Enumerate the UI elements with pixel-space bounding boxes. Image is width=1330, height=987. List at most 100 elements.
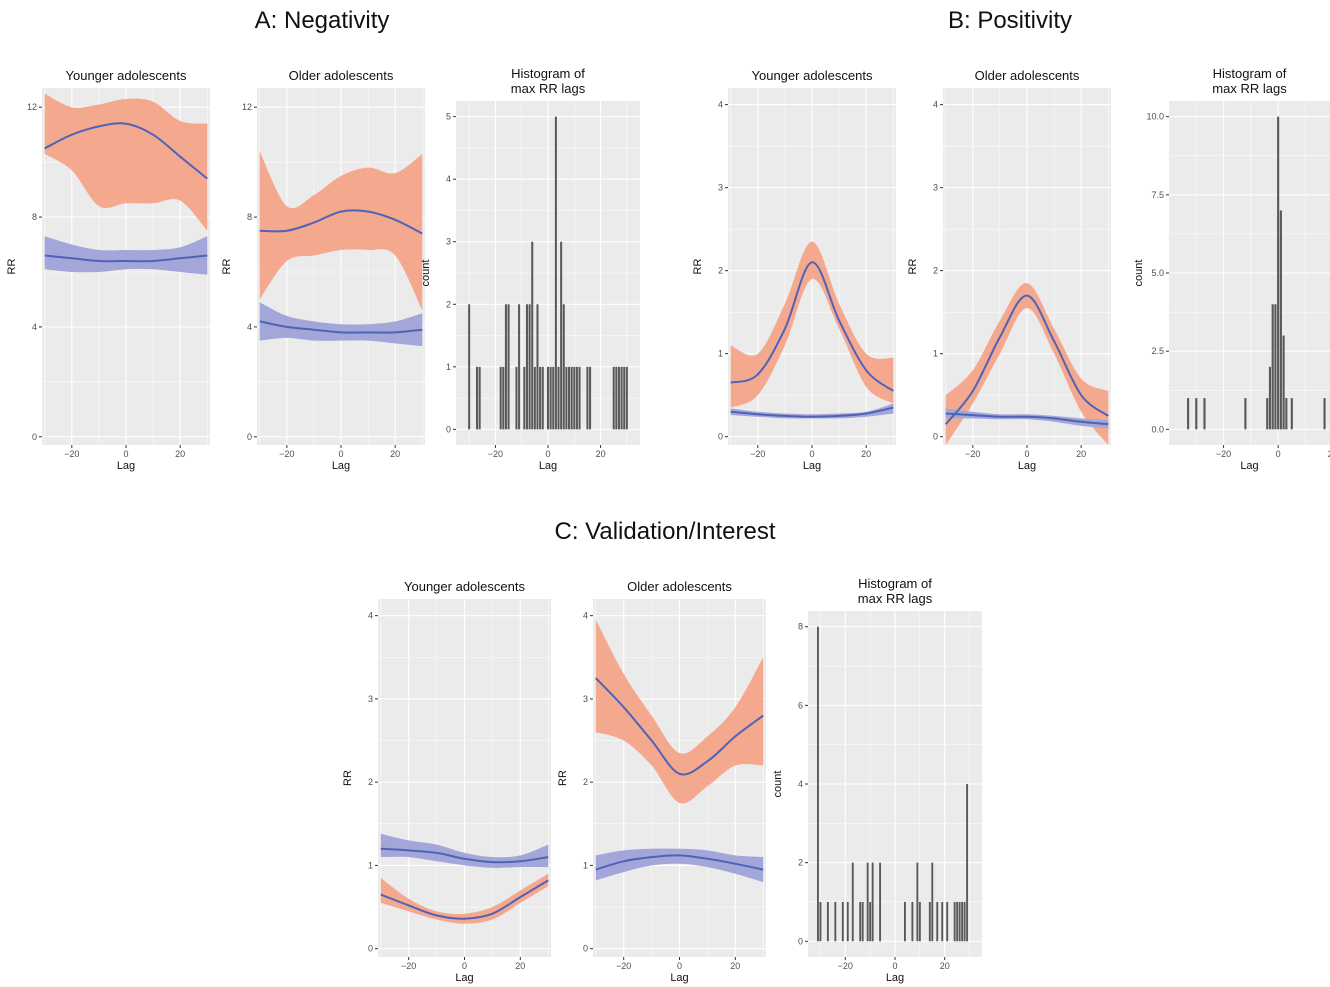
y-tick-label: 3 [718,183,723,193]
histogram-bar [499,366,502,430]
histogram-bar [1290,398,1293,430]
y-tick-label: 3 [446,237,451,247]
histogram-bar [1323,398,1326,430]
panel-2: −20 0 20 0 1 2 3 4 5 Lag count Histogram of max RR l… [420,66,640,472]
y-tick-label: 3 [933,183,938,193]
x-axis-label: Lag [886,972,904,984]
x-tick-label: 0 [338,449,343,459]
histogram-bar [565,366,568,430]
panel-7: −20 0 20 0 1 2 3 4 Lag RR Older adolescents [557,579,766,984]
histogram-bar [928,901,931,942]
histogram-bar [1271,304,1274,430]
histogram-bar [617,366,620,430]
panel-title-line: max RR lags [1212,81,1287,96]
y-tick-label: 8 [247,212,252,222]
x-tick-label: 0 [892,961,897,971]
y-tick-label: 2 [798,858,803,868]
y-tick-label: 1 [368,860,373,870]
histogram-bar [625,366,628,430]
panel-title: Histogram of max RR lags [858,576,933,606]
red-confidence-band [945,283,1109,445]
section-title-negativity: A: Negativity [255,7,390,34]
histogram-bar [525,304,528,430]
histogram-bar [589,366,592,430]
histogram-bar [575,366,578,430]
histogram-bar [1274,304,1277,430]
red-fit-line [380,879,549,920]
histogram-bar [916,862,919,942]
red-confidence-band [730,241,894,408]
panel-title-line: max RR lags [858,591,933,606]
panel-title: Younger adolescents [66,68,187,83]
panel-title: Histogram of max RR lags [1212,66,1287,96]
x-tick-label: 0 [123,449,128,459]
x-tick-label: 20 [175,449,185,459]
y-tick-label: 5 [446,112,451,122]
x-tick-label: 20 [861,449,871,459]
histogram-bar [953,901,956,942]
histogram-bar [871,862,874,942]
y-tick-label: 4 [798,779,803,789]
histogram-bar [819,901,822,942]
blue-confidence-band [595,848,764,883]
histogram-bar [476,366,479,430]
histogram-bar [570,366,573,430]
red-confidence-band [595,619,764,804]
histogram-bar [936,901,939,942]
histogram-bar [846,901,849,942]
x-axis-label: Lag [1240,460,1258,472]
y-axis-label: count [420,260,432,287]
histogram-bar [507,304,510,430]
red-fit-line [44,122,208,180]
histogram-bar [1203,398,1206,430]
histogram-bar [578,366,581,430]
plot-area [468,116,628,430]
panel-1: −20 0 20 0 4 8 12 Lag RR Older adolescents [221,68,425,472]
histogram-bar [931,862,934,942]
y-tick-label: 12 [27,102,37,112]
y-tick-label: 10.0 [1146,112,1164,122]
panel-title: Older adolescents [627,579,732,594]
y-axis-label: RR [6,259,18,275]
histogram-bar [918,901,921,942]
y-tick-label: 0 [32,432,37,442]
panel-title-line: Older adolescents [627,579,732,594]
plot-area [817,626,969,942]
histogram-bar [549,366,552,430]
y-tick-label: 0 [718,432,723,442]
y-tick-label: 0 [368,944,373,954]
panel-title: Younger adolescents [404,579,525,594]
gridlines [943,88,1111,445]
plot-area [944,283,1109,445]
histogram-bar [623,366,626,430]
histogram-bar [531,241,534,430]
histogram-bar [966,784,969,942]
plot-area [595,619,764,883]
histogram-bar [552,366,555,430]
histogram-bar [568,366,571,430]
blue-confidence-band [259,302,423,347]
x-tick-label: 20 [390,449,400,459]
panel-4: −20 0 20 0 1 2 3 4 Lag RR Older adolescents [907,68,1111,472]
histogram-bar [869,901,872,942]
y-tick-label: 2 [446,299,451,309]
histogram-bar [615,366,618,430]
x-tick-label: 0 [1024,449,1029,459]
y-tick-label: 6 [798,700,803,710]
y-tick-label: 4 [933,100,938,110]
panel-title: Older adolescents [289,68,394,83]
y-tick-label: 2 [583,777,588,787]
histogram-bar [502,366,505,430]
panel-title-line: Histogram of [858,576,932,591]
red-confidence-band [259,151,423,311]
y-tick-label: 5.0 [1151,268,1164,278]
plot-area [259,151,423,347]
x-tick-label: 0 [677,961,682,971]
histogram-bar [468,304,471,430]
y-tick-label: 0.0 [1151,424,1164,434]
x-tick-label: −20 [279,449,294,459]
y-tick-label: 2 [933,266,938,276]
y-tick-label: 8 [32,212,37,222]
y-tick-label: 0 [583,944,588,954]
y-tick-label: 2.5 [1151,346,1164,356]
